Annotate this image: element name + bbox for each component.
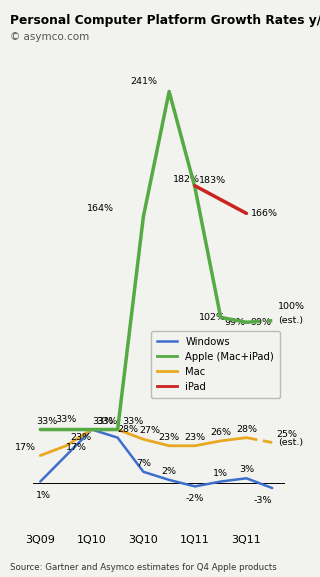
Text: 23%: 23% [159,433,180,442]
Text: 182%: 182% [173,175,200,183]
Text: (est.): (est.) [278,316,303,325]
Text: 33%: 33% [122,417,143,426]
Text: © asymco.com: © asymco.com [10,32,89,42]
Text: 100%: 100% [278,302,305,311]
Text: 17%: 17% [66,443,87,452]
Text: 26%: 26% [210,428,231,437]
Text: -2%: -2% [186,494,204,503]
Text: 99%: 99% [251,318,272,327]
Text: 2%: 2% [162,467,177,476]
Text: 23%: 23% [184,433,205,442]
Text: 99%: 99% [225,318,246,327]
Text: (est.): (est.) [239,353,264,362]
Text: -3%: -3% [254,496,272,505]
Legend: Windows, Apple (Mac+iPad), Mac, iPad: Windows, Apple (Mac+iPad), Mac, iPad [151,331,280,398]
Text: 1%: 1% [213,469,228,478]
Text: 33%: 33% [55,415,77,424]
Text: 33%: 33% [92,417,113,426]
Text: 28%: 28% [236,425,257,434]
Text: 17%: 17% [15,443,36,452]
Text: Source: Gartner and Asymco estimates for Q4 Apple products: Source: Gartner and Asymco estimates for… [10,563,276,572]
Text: 241%: 241% [130,77,157,87]
Text: 33%: 33% [36,417,57,426]
Text: 3%: 3% [239,466,254,474]
Text: 25%: 25% [276,430,297,439]
Text: (est.): (est.) [278,438,303,447]
Text: 27%: 27% [139,426,160,436]
Text: 183%: 183% [199,176,226,185]
Text: 102%: 102% [199,313,226,322]
Text: 164%: 164% [86,204,114,213]
Text: 33%: 33% [96,417,117,426]
Text: 73%: 73% [241,339,262,348]
Text: 166%: 166% [251,209,278,218]
Text: 7%: 7% [136,459,151,468]
Text: 1%: 1% [36,491,51,500]
Text: 28%: 28% [118,425,139,434]
Text: Personal Computer Platform Growth Rates y/y: Personal Computer Platform Growth Rates … [10,14,320,28]
Text: 23%: 23% [70,433,92,442]
